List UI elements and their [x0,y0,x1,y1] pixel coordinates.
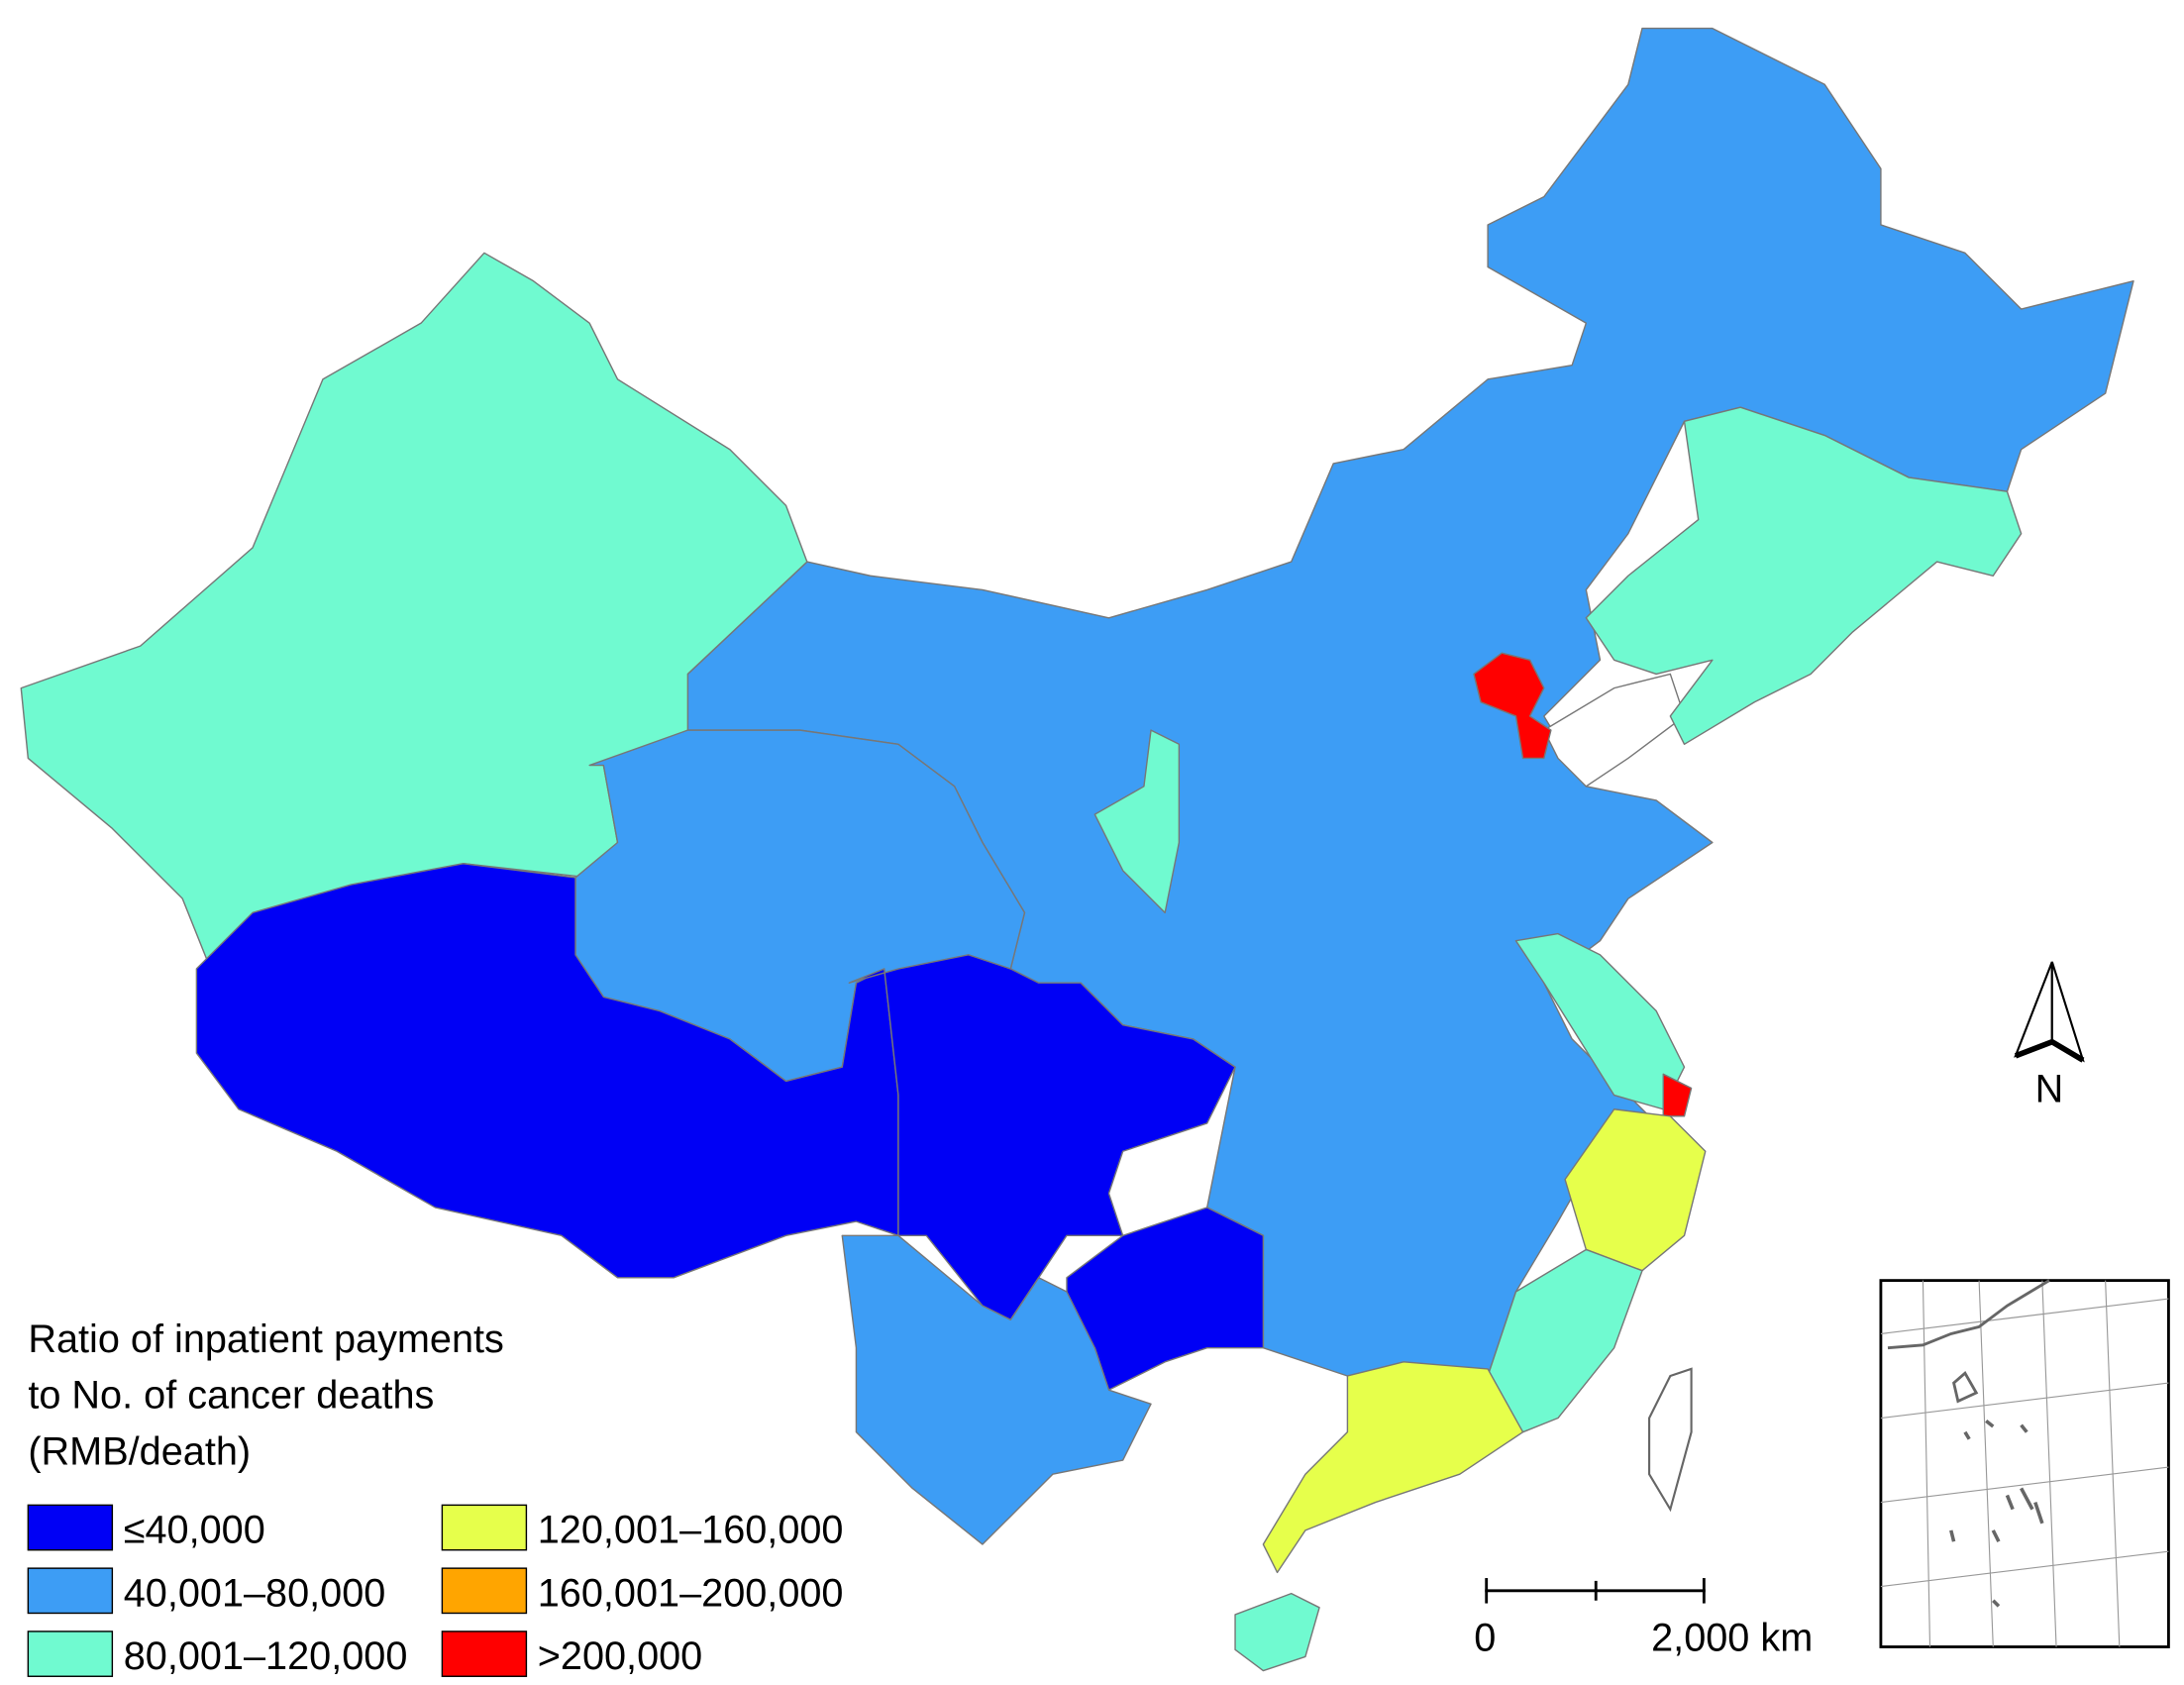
regions [20,27,2134,1672]
province [841,1234,1152,1545]
province [1564,1108,1707,1272]
legend-label: >200,000 [538,1634,703,1678]
scale-label: 2,000 km [1651,1617,1813,1660]
province [20,252,808,970]
legend-title: to No. of cancer deaths [28,1374,434,1418]
north-label: N [2035,1068,2064,1111]
legend-label: 120,001–160,000 [538,1509,844,1552]
legend-swatch [27,1504,114,1551]
province [1585,406,2023,746]
province [1234,1592,1320,1672]
province [1262,1361,1524,1574]
scale-bar: 0 2,000 km [1474,1578,1813,1660]
legend-swatch [441,1504,528,1551]
legend-label: 160,001–200,000 [538,1571,844,1615]
legend-swatch [441,1567,528,1615]
legend: Ratio of inpatient payments to No. of ca… [27,1317,844,1678]
legend-title: (RMB/death) [28,1429,251,1473]
bohai-sea [1542,673,1686,788]
legend-swatch [441,1631,528,1677]
legend-title: Ratio of inpatient payments [28,1317,504,1361]
province [1093,729,1181,914]
legend-label: 40,001–80,000 [124,1571,386,1615]
province [848,954,1236,1321]
legend-swatch [27,1631,114,1677]
legend-swatch [27,1567,114,1615]
north-arrow: N [2014,961,2085,1111]
scale-label: 0 [1474,1617,1496,1660]
legend-label: ≤40,000 [124,1509,265,1552]
island [1648,1367,1693,1513]
province [1473,652,1552,760]
inset-map [1879,1279,2170,1648]
province [1662,1073,1693,1117]
legend-label: 80,001–120,000 [124,1634,408,1678]
